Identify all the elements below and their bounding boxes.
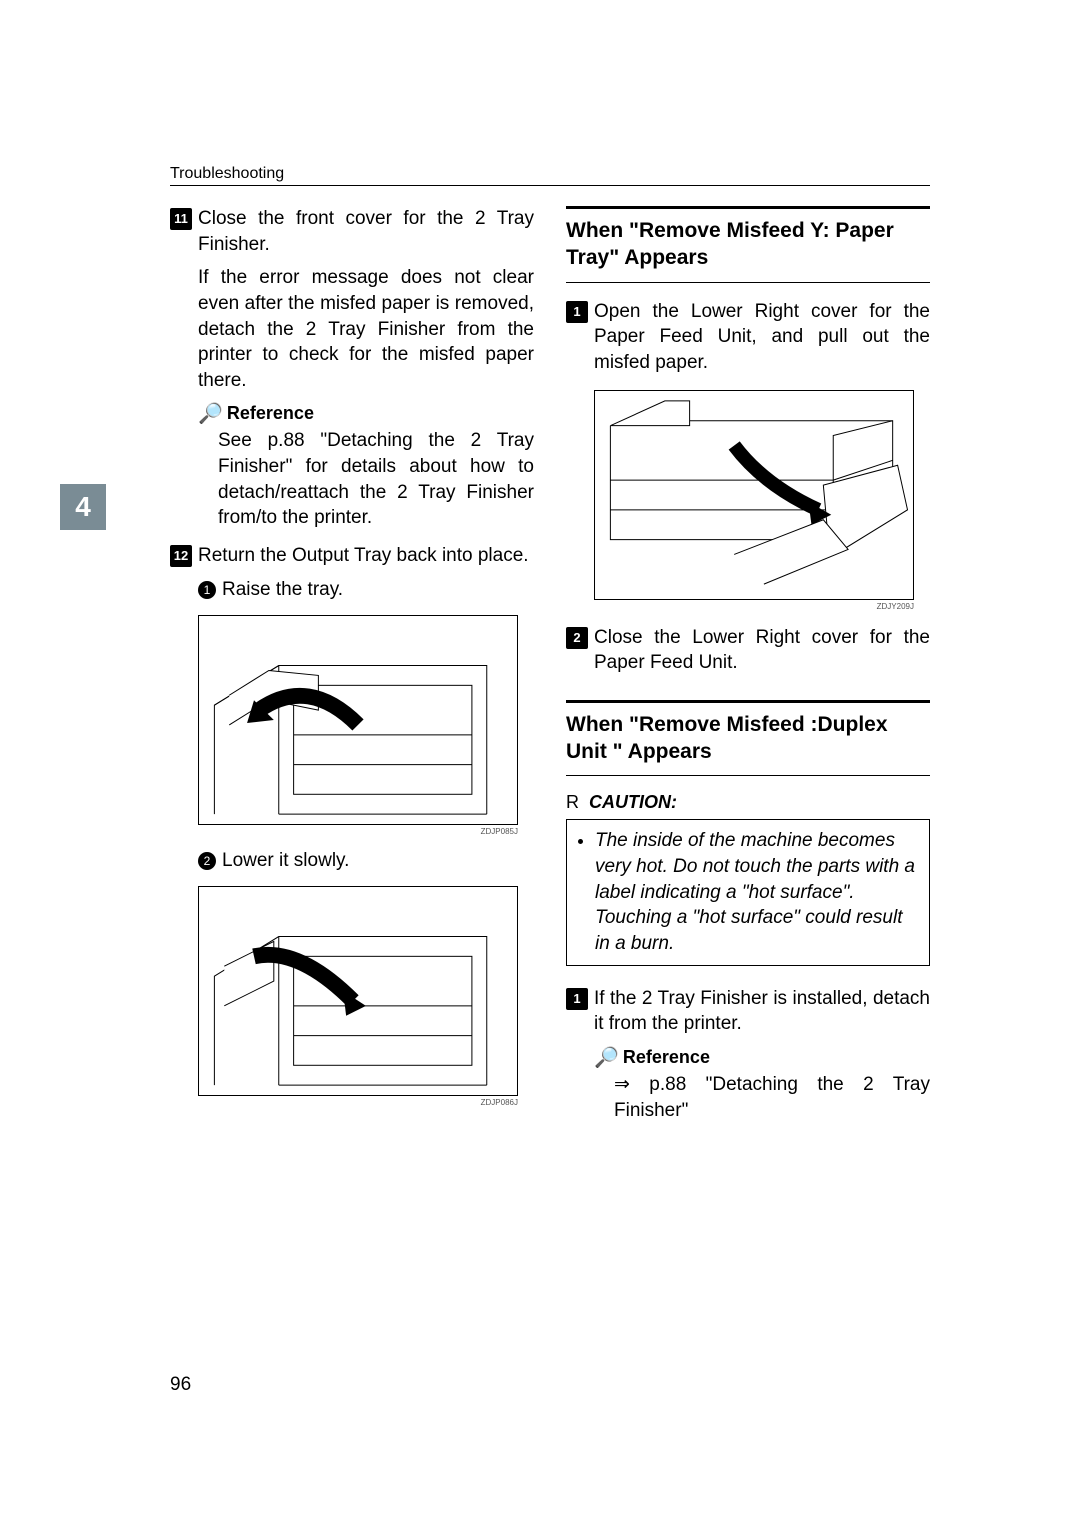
figure-caption: ZDJP086J	[198, 1096, 518, 1107]
step-number-icon: 11	[170, 208, 192, 230]
left-column: 11 Close the front cover for the 2 Tray …	[170, 206, 534, 1135]
section1-step2: 2 Close the Lower Right cover for the Pa…	[566, 625, 930, 676]
substep-number-icon: 1	[198, 581, 216, 599]
section-heading: When "Remove Misfeed Y: Paper Tray" Appe…	[566, 206, 930, 283]
step-11: 11 Close the front cover for the 2 Tray …	[170, 206, 534, 531]
caution-prefix: R	[566, 792, 579, 812]
figure-1: ZDJP085J	[198, 615, 534, 836]
step-text: Return the Output Tray back into place.	[198, 543, 529, 569]
step-12: 12 Return the Output Tray back into plac…	[170, 543, 534, 1107]
running-header: Troubleshooting	[170, 165, 930, 186]
reference-body: ⇒ p.88 "Detaching the 2 Tray Finisher"	[614, 1072, 930, 1123]
substep-text: Lower it slowly.	[222, 850, 349, 872]
paper-feed-unit-illustration	[595, 391, 913, 599]
chapter-tab: 4	[60, 484, 106, 530]
reference-label: Reference	[227, 403, 314, 424]
step-text: Close the front cover for the 2 Tray Fin…	[198, 206, 534, 257]
two-column-layout: 11 Close the front cover for the 2 Tray …	[170, 206, 930, 1135]
step-text: Close the Lower Right cover for the Pape…	[594, 625, 930, 676]
section2-step1: 1 If the 2 Tray Finisher is installed, d…	[566, 986, 930, 1124]
substep-1: 1 Raise the tray.	[198, 579, 534, 601]
reference-heading: 🔎 Reference	[594, 1045, 930, 1070]
caution-label: CAUTION:	[589, 792, 677, 812]
section-heading: When "Remove Misfeed :Duplex Unit " Appe…	[566, 700, 930, 777]
reference-icon: 🔎	[198, 401, 223, 426]
substep-number-icon: 2	[198, 852, 216, 870]
step-number-icon: 1	[566, 988, 588, 1010]
reference-heading: 🔎 Reference	[198, 401, 534, 426]
page-number: 96	[170, 1374, 191, 1396]
page-content: Troubleshooting 11 Close the front cover…	[170, 165, 930, 1135]
printer-raise-tray-illustration	[199, 616, 517, 824]
reference-icon: 🔎	[594, 1045, 619, 1070]
section1-step1: 1 Open the Lower Right cover for the Pap…	[566, 299, 930, 376]
reference-body: See p.88 "Detaching the 2 Tray Finisher"…	[218, 428, 534, 531]
printer-lower-tray-illustration	[199, 887, 517, 1095]
step-text: If the 2 Tray Finisher is installed, det…	[594, 986, 930, 1037]
step-number-icon: 2	[566, 627, 588, 649]
step-body: If the error message does not clear even…	[198, 265, 534, 393]
figure-3: ZDJY209J	[594, 390, 930, 611]
step-number-icon: 1	[566, 301, 588, 323]
right-column: When "Remove Misfeed Y: Paper Tray" Appe…	[566, 206, 930, 1135]
reference-label: Reference	[623, 1047, 710, 1068]
substep-2: 2 Lower it slowly.	[198, 850, 534, 872]
caution-heading: R CAUTION:	[566, 792, 930, 813]
figure-caption: ZDJP085J	[198, 825, 518, 836]
step-text: Open the Lower Right cover for the Paper…	[594, 299, 930, 376]
substep-text: Raise the tray.	[222, 579, 343, 601]
figure-caption: ZDJY209J	[594, 600, 914, 611]
caution-box: The inside of the machine becomes very h…	[566, 819, 930, 965]
caution-text: The inside of the machine becomes very h…	[595, 828, 919, 956]
figure-2: ZDJP086J	[198, 886, 534, 1107]
step-number-icon: 12	[170, 545, 192, 567]
